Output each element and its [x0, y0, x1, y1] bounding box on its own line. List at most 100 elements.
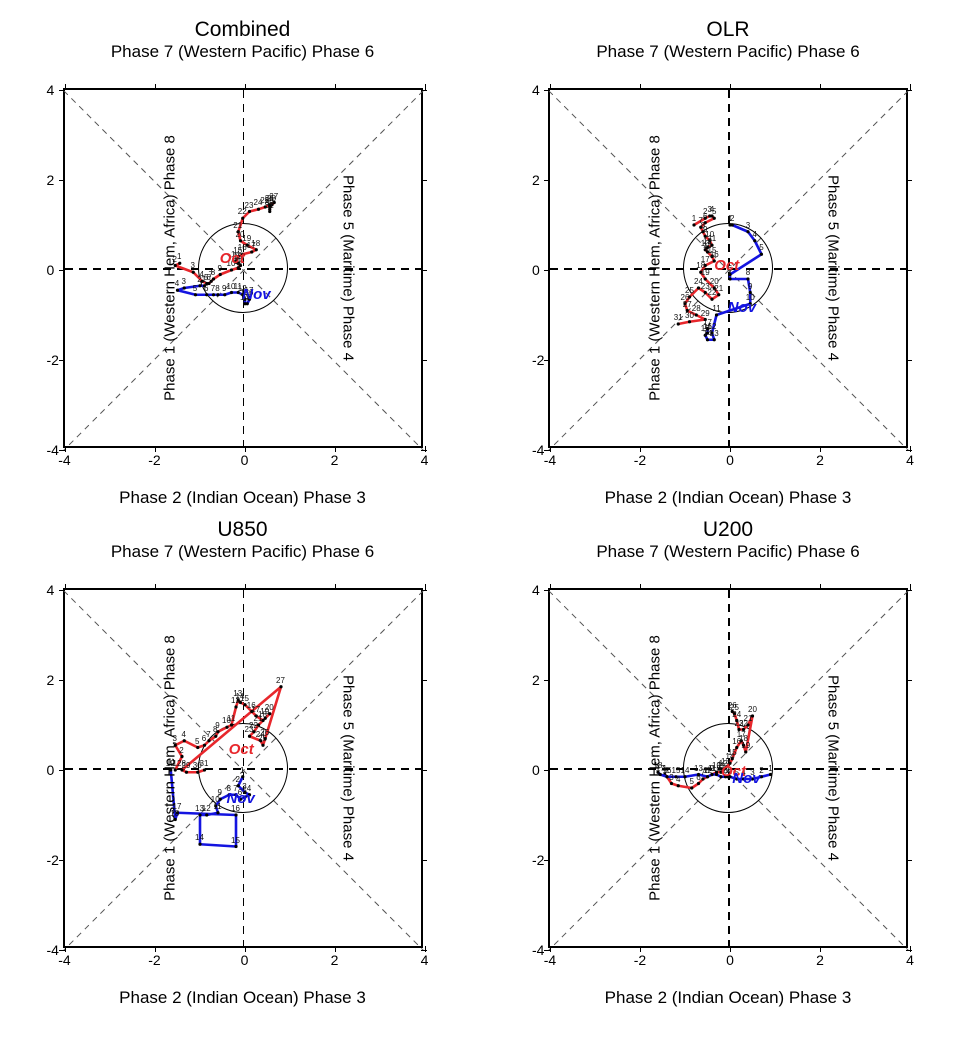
- tick-label-y-2: 2: [532, 172, 540, 188]
- left-axis-label: Phase 1 (Western Hem, Africa) Phase 8: [646, 635, 663, 901]
- oct-day-label-19: 19: [741, 741, 750, 750]
- oct-day-marker-31: [202, 768, 205, 771]
- panel-title-u850: U850: [0, 518, 485, 542]
- trajectory-svg-combined: [65, 90, 421, 446]
- nov-day-label-6: 6: [204, 284, 208, 293]
- oct-day-label-20: 20: [265, 703, 274, 712]
- nov-day-marker-14: [683, 775, 686, 778]
- oct-day-label-30: 30: [685, 311, 694, 320]
- bottom-axis-label: Phase 2 (Indian Ocean) Phase 3: [486, 988, 971, 1008]
- nov-day-marker-4: [753, 239, 756, 242]
- oct-day-marker-31: [268, 210, 271, 213]
- panel-title-combined: Combined: [0, 18, 485, 42]
- tick-label-y--4: -4: [47, 942, 59, 958]
- tick-label-y-4: 4: [47, 582, 55, 598]
- oct-day-marker-15: [243, 703, 246, 706]
- tick-label-y-0: 0: [47, 762, 55, 778]
- nov-day-marker-12: [205, 813, 208, 816]
- tick-label-y--4: -4: [532, 442, 544, 458]
- oct-day-marker-12: [234, 705, 237, 708]
- mjo-phase-diagram-page: { "title": "7-Oct-2013 to 16-Nov-2013", …: [0, 0, 971, 1056]
- tick-label-x--2: -2: [148, 452, 160, 468]
- oct-day-label-7: 7: [206, 730, 210, 739]
- oct-day-label-3: 3: [191, 261, 195, 270]
- oct-day-label-29: 29: [701, 309, 710, 318]
- nov-day-marker-11: [216, 811, 219, 814]
- oct-day-label-31: 31: [265, 201, 274, 210]
- oct-day-marker-21: [717, 293, 720, 296]
- tick-label-x-0: 0: [241, 452, 249, 468]
- nov-day-label-2: 2: [236, 775, 240, 784]
- nov-day-label-11: 11: [712, 304, 720, 313]
- nov-month-label: Nov: [732, 770, 760, 787]
- oct-day-label-23: 23: [245, 201, 254, 210]
- nov-day-label-17: 17: [703, 318, 712, 327]
- nov-day-label-1: 1: [240, 766, 244, 775]
- tick-label-y-0: 0: [47, 262, 55, 278]
- oct-day-label-21: 21: [233, 221, 242, 230]
- tick-right-0: [906, 270, 912, 271]
- nov-day-marker-3: [182, 286, 185, 289]
- oct-day-label-24: 24: [694, 277, 703, 286]
- oct-month-label: Oct: [714, 257, 739, 274]
- oct-day-label-23: 23: [245, 725, 254, 734]
- panel-title-u200: U200: [486, 518, 971, 542]
- tick-label-x--2: -2: [148, 952, 160, 968]
- oct-day-marker-20: [238, 239, 241, 242]
- tick-label-y-4: 4: [47, 82, 55, 98]
- tick-label-y-0: 0: [532, 762, 540, 778]
- oct-day-label-18: 18: [251, 239, 260, 248]
- tick-label-y-4: 4: [532, 582, 540, 598]
- tick-label-x--2: -2: [634, 952, 646, 968]
- oct-month-label: Oct: [220, 250, 245, 267]
- top-axis-label: Phase 7 (Western Pacific) Phase 6: [486, 42, 971, 62]
- panel-u850: U850 Phase 7 (Western Pacific) Phase 6 -4-…: [0, 512, 485, 1012]
- tick-label-x-0: 0: [726, 452, 734, 468]
- nov-day-marker-16: [665, 775, 668, 778]
- nov-day-marker-6: [205, 293, 208, 296]
- oct-day-marker-6: [202, 744, 205, 747]
- tick-label-y--2: -2: [532, 852, 544, 868]
- tick-right-4: [421, 590, 427, 591]
- tick-label-x--4: -4: [544, 952, 556, 968]
- bottom-axis-label: Phase 2 (Indian Ocean) Phase 3: [0, 988, 485, 1008]
- nov-day-label-15: 15: [672, 766, 681, 775]
- tick-label-x-2: 2: [331, 452, 339, 468]
- tick-label-x-2: 2: [816, 452, 824, 468]
- oct-day-marker-7: [207, 739, 210, 742]
- oct-day-marker-25: [261, 744, 264, 747]
- tick-right-4: [906, 90, 912, 91]
- oct-day-marker-1: [692, 223, 695, 226]
- nov-day-marker-8: [216, 293, 219, 296]
- oct-month-label: Oct: [229, 741, 254, 758]
- tick-label-x-0: 0: [241, 952, 249, 968]
- nov-day-label-12: 12: [703, 766, 712, 775]
- bottom-axis-label: Phase 2 (Indian Ocean) Phase 3: [486, 488, 971, 508]
- oct-day-marker-5: [690, 786, 693, 789]
- nov-day-marker-13: [198, 813, 201, 816]
- tick-label-y--2: -2: [47, 352, 59, 368]
- nov-day-marker-7: [728, 277, 731, 280]
- tick-label-y--4: -4: [47, 442, 59, 458]
- oct-day-label-27: 27: [683, 300, 692, 309]
- plot-area-u200: -4 -4 -2 -2 0 0 2 2 4 4 1 2 3 4 5 6 7 8 9 10 11 12 13 14 15 16 17 1…: [548, 588, 908, 948]
- nov-day-marker-1: [769, 773, 772, 776]
- tick-right--2: [421, 860, 427, 861]
- nov-day-label-14: 14: [195, 833, 204, 842]
- oct-day-marker-30: [196, 771, 199, 774]
- tick-left--4: [59, 450, 65, 451]
- oct-day-marker-9: [218, 273, 221, 276]
- tick-label-y-2: 2: [47, 172, 55, 188]
- oct-day-label-6: 6: [703, 212, 707, 221]
- oct-day-marker-22: [241, 217, 244, 220]
- plot-area-combined: -4 -4 -2 -2 0 0 2 2 4 4 1 2 3 4 5 6 7 8 9 10 11 12 13 14 15 16 17 1…: [63, 88, 423, 448]
- nov-day-label-3: 3: [746, 221, 750, 230]
- oct-day-marker-6: [697, 782, 700, 785]
- nov-day-label-2: 2: [730, 214, 734, 223]
- oct-day-label-20: 20: [236, 230, 245, 239]
- tick-right--2: [906, 360, 912, 361]
- panel-combined: Combined Phase 7 (Western Pacific) Phase …: [0, 12, 485, 512]
- panel-u200: U200 Phase 7 (Western Pacific) Phase 6 -4-…: [486, 512, 971, 1012]
- nov-day-marker-2: [198, 284, 201, 287]
- oct-day-marker-3: [670, 782, 673, 785]
